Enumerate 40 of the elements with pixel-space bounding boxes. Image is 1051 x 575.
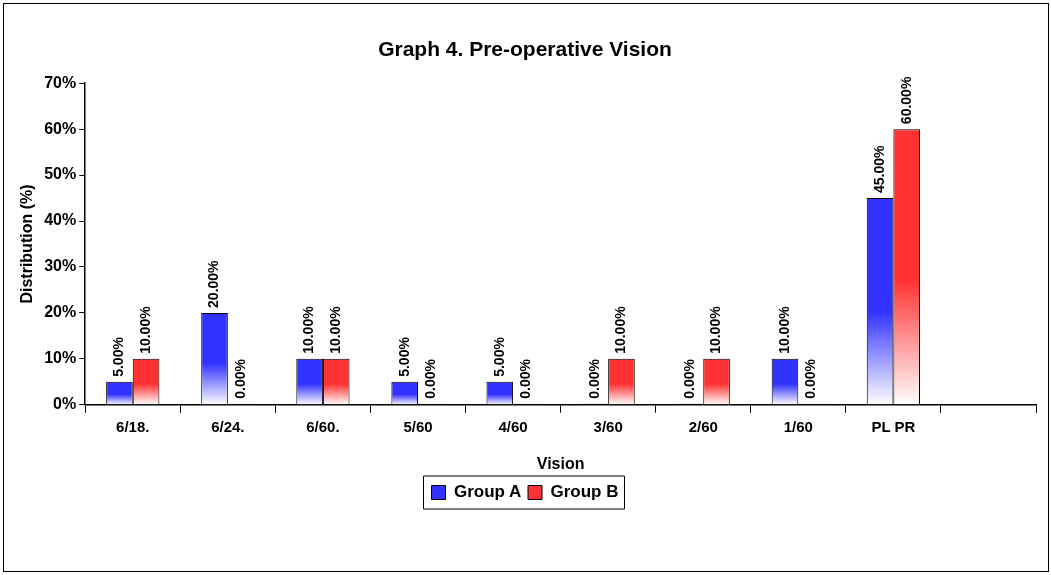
y-tick-label: 20% <box>44 303 77 321</box>
data-label: 0.00% <box>680 358 697 399</box>
data-label: 10.00% <box>707 305 724 354</box>
data-label: 5.00% <box>490 336 507 377</box>
y-tick-label: 70% <box>44 73 77 91</box>
data-label: 0.00% <box>232 358 249 399</box>
chart-title: Graph 4. Pre-operative Vision <box>378 37 672 61</box>
x-tick-label: 6/60. <box>306 417 340 435</box>
data-label: 10.00% <box>612 305 629 354</box>
y-tick-label: 10% <box>44 349 77 367</box>
data-label: 0.00% <box>517 358 534 399</box>
y-tick-label: 50% <box>44 165 77 183</box>
legend-label: Group B <box>550 482 619 502</box>
legend-label: Group A <box>454 482 522 502</box>
data-label: 10.00% <box>327 305 344 354</box>
y-tick-label: 30% <box>44 257 77 275</box>
y-tick-label: 40% <box>44 211 77 229</box>
data-label: 45.00% <box>870 145 887 194</box>
data-label: 0.00% <box>422 358 439 399</box>
x-tick-label: 4/60 <box>498 417 528 435</box>
x-tick-label: PL PR <box>871 417 916 435</box>
x-tick-label: 3/60 <box>593 417 623 435</box>
data-label: 10.00% <box>136 305 153 354</box>
x-tick-label: 1/60 <box>783 417 813 435</box>
x-tick-label: 6/24. <box>211 417 245 435</box>
x-axis-title: Vision <box>536 454 585 472</box>
x-tick-label: 5/60 <box>403 417 433 435</box>
y-axis-title: Distribution (%) <box>18 184 36 304</box>
data-label: 0.00% <box>585 358 602 399</box>
data-label: 10.00% <box>300 305 317 354</box>
x-tick-label: 2/60 <box>688 417 718 435</box>
data-label: 60.00% <box>897 76 914 125</box>
data-label: 5.00% <box>395 336 412 377</box>
data-label: 20.00% <box>205 259 222 308</box>
y-tick-label: 60% <box>44 119 77 137</box>
y-tick-label: 0% <box>53 395 77 413</box>
data-label: 5.00% <box>110 336 127 377</box>
x-tick-label: 6/18. <box>116 417 150 435</box>
data-label: 0.00% <box>802 358 819 399</box>
data-label: 10.00% <box>775 305 792 354</box>
